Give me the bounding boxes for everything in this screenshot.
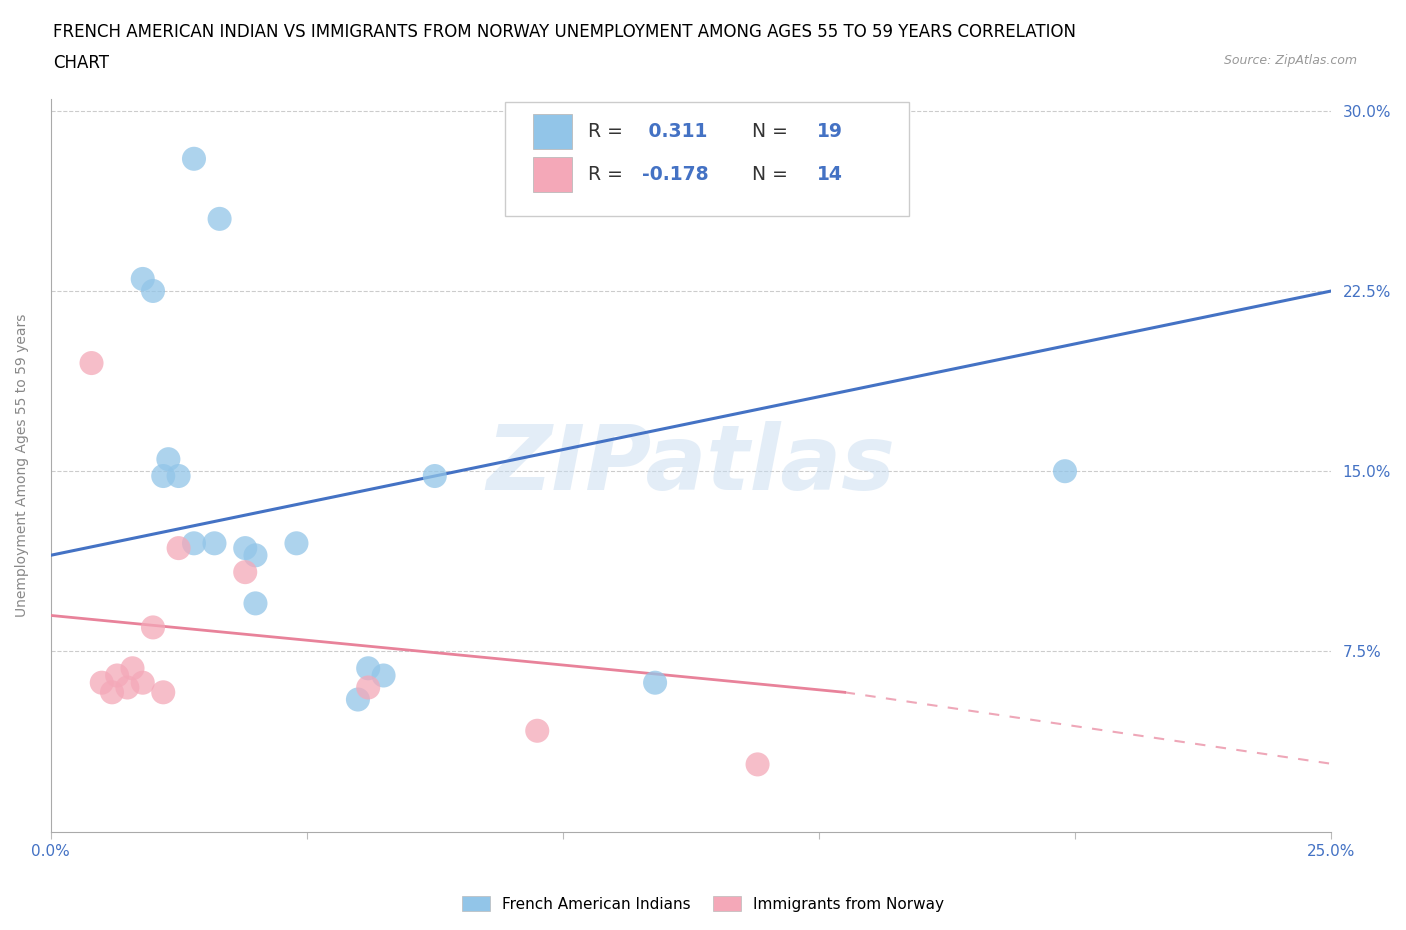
Text: CHART: CHART xyxy=(53,54,110,72)
FancyBboxPatch shape xyxy=(505,102,908,216)
Point xyxy=(132,675,155,690)
Text: N =: N = xyxy=(740,122,793,141)
Point xyxy=(167,469,190,484)
Point xyxy=(183,536,205,551)
Point xyxy=(285,536,308,551)
FancyBboxPatch shape xyxy=(533,156,572,192)
Text: FRENCH AMERICAN INDIAN VS IMMIGRANTS FROM NORWAY UNEMPLOYMENT AMONG AGES 55 TO 5: FRENCH AMERICAN INDIAN VS IMMIGRANTS FRO… xyxy=(53,23,1077,41)
Text: R =: R = xyxy=(589,165,630,184)
Legend: French American Indians, Immigrants from Norway: French American Indians, Immigrants from… xyxy=(456,889,950,918)
Text: N =: N = xyxy=(740,165,793,184)
Y-axis label: Unemployment Among Ages 55 to 59 years: Unemployment Among Ages 55 to 59 years xyxy=(15,313,30,617)
Point xyxy=(373,668,395,683)
Point xyxy=(152,469,174,484)
Point xyxy=(90,675,112,690)
Text: 19: 19 xyxy=(817,122,842,141)
Point xyxy=(526,724,548,738)
Point xyxy=(101,684,124,699)
Point xyxy=(233,565,256,579)
Point xyxy=(204,536,226,551)
Point xyxy=(1053,464,1076,479)
Point xyxy=(347,692,370,707)
Point xyxy=(117,680,139,695)
Point xyxy=(105,668,128,683)
FancyBboxPatch shape xyxy=(533,114,572,150)
Point xyxy=(157,452,180,467)
Point xyxy=(132,272,155,286)
Point xyxy=(183,152,205,166)
Point xyxy=(167,540,190,555)
Point xyxy=(152,684,174,699)
Text: 0.311: 0.311 xyxy=(643,122,707,141)
Text: 14: 14 xyxy=(817,165,842,184)
Point xyxy=(208,211,231,226)
Point xyxy=(245,596,267,611)
Point xyxy=(357,680,380,695)
Point xyxy=(121,661,143,676)
Point xyxy=(142,284,165,299)
Point xyxy=(357,661,380,676)
Point xyxy=(80,355,103,370)
Text: -0.178: -0.178 xyxy=(643,165,709,184)
Point xyxy=(423,469,446,484)
Point xyxy=(245,548,267,563)
Text: R =: R = xyxy=(589,122,630,141)
Point xyxy=(142,620,165,635)
Text: ZIPatlas: ZIPatlas xyxy=(486,421,896,510)
Point xyxy=(644,675,666,690)
Point xyxy=(747,757,769,772)
Text: Source: ZipAtlas.com: Source: ZipAtlas.com xyxy=(1223,54,1357,67)
Point xyxy=(233,540,256,555)
